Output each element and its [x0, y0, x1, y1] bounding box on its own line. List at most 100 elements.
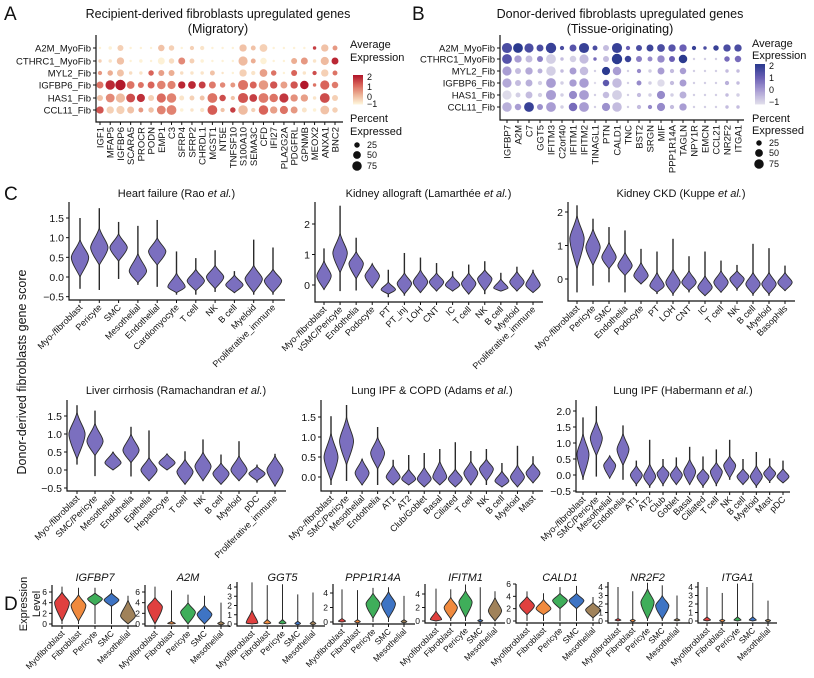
violin-Myofibroblast [519, 595, 535, 616]
dot-EMCN-HAS1_Fib [703, 93, 707, 97]
violin-Fibroblast [70, 593, 87, 623]
dot-BST2-A2M_MyoFib [636, 45, 642, 51]
violin-Fibroblast [167, 620, 176, 625]
dot-MFAP5-A2M_MyoFib [108, 46, 112, 50]
dot-TNFSF10-IGFBP6_Fib [230, 82, 236, 88]
category-label: pDC [768, 494, 788, 514]
colorbar-segment [755, 98, 765, 101]
dot-EMCN-CTHRC1_MyoFib [703, 57, 707, 61]
dot-PDGFRL-IGFBP6_Fib [290, 81, 298, 89]
row-label: A2M_MyoFib [35, 44, 91, 55]
y-tick-label: 4 [415, 589, 420, 599]
violin-Club [656, 464, 670, 486]
colorbar-segment [353, 84, 363, 87]
colorbar-segment [353, 93, 363, 95]
dot-PPP1R14A-HAS1_Fib [670, 93, 674, 97]
colorbar-segment [353, 75, 363, 78]
gene-label: CALD1 [613, 125, 624, 156]
dot-IFI27-A2M_MyoFib [272, 46, 275, 50]
dot-IFITM2-CCL11_Fib [579, 102, 589, 112]
violin-Basal [683, 457, 697, 486]
title-text: Kidney allograft (Lamarthée [346, 188, 484, 200]
y-tick-label: 2 [323, 603, 328, 613]
violin-panel-c-4: Liver cirrhosis (Ramachandran et al.) −0.… [33, 385, 286, 560]
violin-Myofibroblast [54, 590, 70, 623]
y-tick-label: 2.0 [556, 406, 571, 418]
gene-label: S100A10 [239, 127, 250, 166]
dot-IGFBP6-HAS1_Fib [115, 93, 126, 103]
dot-IFITM1-MYL2_Fib [569, 67, 577, 75]
dot-SEMA3C-HAS1_Fib [249, 94, 258, 102]
gene-label: CFD [259, 127, 270, 147]
dot-PLA2G2A-A2M_MyoFib [282, 46, 286, 50]
category-label: LOH [657, 303, 677, 323]
dot-SFRP2-CTHRC1_MyoFib [189, 58, 195, 64]
dot-CFD-MYL2_Fib [259, 69, 268, 77]
dot-EMCN-CCL11_Fib [703, 105, 707, 109]
dotplot-donor: Donor-derived fibroblasts upregulated ge… [420, 7, 806, 173]
violin-panel-d-IGFBP7: IGFBP70246MyofibroblastFibroblastPericyt… [24, 572, 137, 671]
gene-label: PDGFRL [290, 127, 301, 166]
violin-IC [444, 274, 461, 292]
gene-label: C2orf40 [558, 125, 569, 159]
dot-PLA2G2A-MYL2_Fib [282, 71, 286, 75]
violin-Club/Goblet [416, 465, 432, 488]
y-tick-label: 4 [227, 582, 232, 592]
violin-Myofibroblast [429, 609, 443, 622]
row-label: CTHRC1_MyoFib [420, 55, 495, 66]
y-tick-label: 2 [415, 603, 420, 613]
size-legend-title: Percent [350, 113, 388, 125]
violin-Myeloid [244, 264, 263, 294]
gene-label: MIF [657, 125, 668, 142]
size-legend-title: Expressed [752, 125, 804, 137]
gene-label: GGT5 [536, 125, 547, 151]
dot-TAGLN-HAS1_Fib [679, 91, 687, 99]
gene-label: PPP1R14A [668, 124, 679, 173]
violin-panel-d-IFITM1: IFITM1024MyofibroblastFibroblastPericyte… [398, 572, 505, 668]
colorbar-segment [353, 96, 363, 98]
colorbar-segment [353, 90, 363, 92]
y-tick-label: 3 [598, 591, 603, 601]
colorbar-tick: 0 [367, 92, 372, 102]
dot-BNC2-A2M_MyoFib [332, 45, 338, 51]
dot-CCL21-IGFBP6_Fib [714, 81, 718, 85]
dot-MFAP5-IGFBP6_Fib [105, 80, 115, 90]
row-label: HAS1_Fib [452, 91, 495, 102]
dot-PODN-A2M_MyoFib [149, 46, 153, 50]
dot-IFITM2-MYL2_Fib [579, 66, 589, 76]
dot-IGF1-A2M_MyoFib [98, 46, 102, 50]
dot-PROCR-CCL11_Fib [138, 107, 144, 113]
violin-Myofibroblast [614, 617, 622, 622]
colorbar-segment [353, 77, 363, 80]
y-tick-label: 2 [135, 608, 140, 618]
y-tick-label: 4 [598, 582, 603, 592]
dot-CALD1-A2M_MyoFib [611, 42, 623, 54]
dotplot-axes [95, 35, 343, 123]
dot-NR2F2-CTHRC1_MyoFib [724, 56, 730, 62]
violin-Myofibroblast [703, 615, 711, 622]
dot-IFITM3-IGFBP6_Fib [546, 78, 556, 88]
dot-C7-CTHRC1_MyoFib [525, 55, 533, 63]
violin-AT2 [401, 467, 417, 486]
gene-label: C3 [167, 127, 178, 139]
violin-T cell [709, 461, 723, 486]
dot-MEOX2-HAS1_Fib [312, 96, 317, 100]
dot-IFI27-MYL2_Fib [270, 70, 277, 76]
dot-PDGFRL-MYL2_Fib [291, 70, 298, 76]
dot-CCL21-CTHRC1_MyoFib [714, 57, 718, 61]
y-tick-label: 1.5 [301, 412, 316, 424]
dot-SFRP2-HAS1_Fib [189, 95, 195, 101]
colorbar-segment [755, 100, 765, 102]
y-tick-label: 2 [304, 219, 310, 231]
category-label: T cell [453, 493, 475, 515]
row-label: CCL11_Fib [448, 103, 495, 114]
dot-SFRP4-IGFBP6_Fib [178, 81, 186, 89]
dot-CFD-HAS1_Fib [258, 93, 269, 103]
gene-title: IFITM1 [448, 572, 483, 584]
violin-Mesothelial [354, 457, 370, 486]
dot-SFRP4-MYL2_Fib [180, 71, 184, 75]
colorbar-segment [353, 91, 363, 93]
violin-Myo-/fibroblast [316, 259, 332, 291]
dot-PTN-MYL2_Fib [601, 66, 611, 76]
violin-Mesothelial [603, 454, 617, 480]
